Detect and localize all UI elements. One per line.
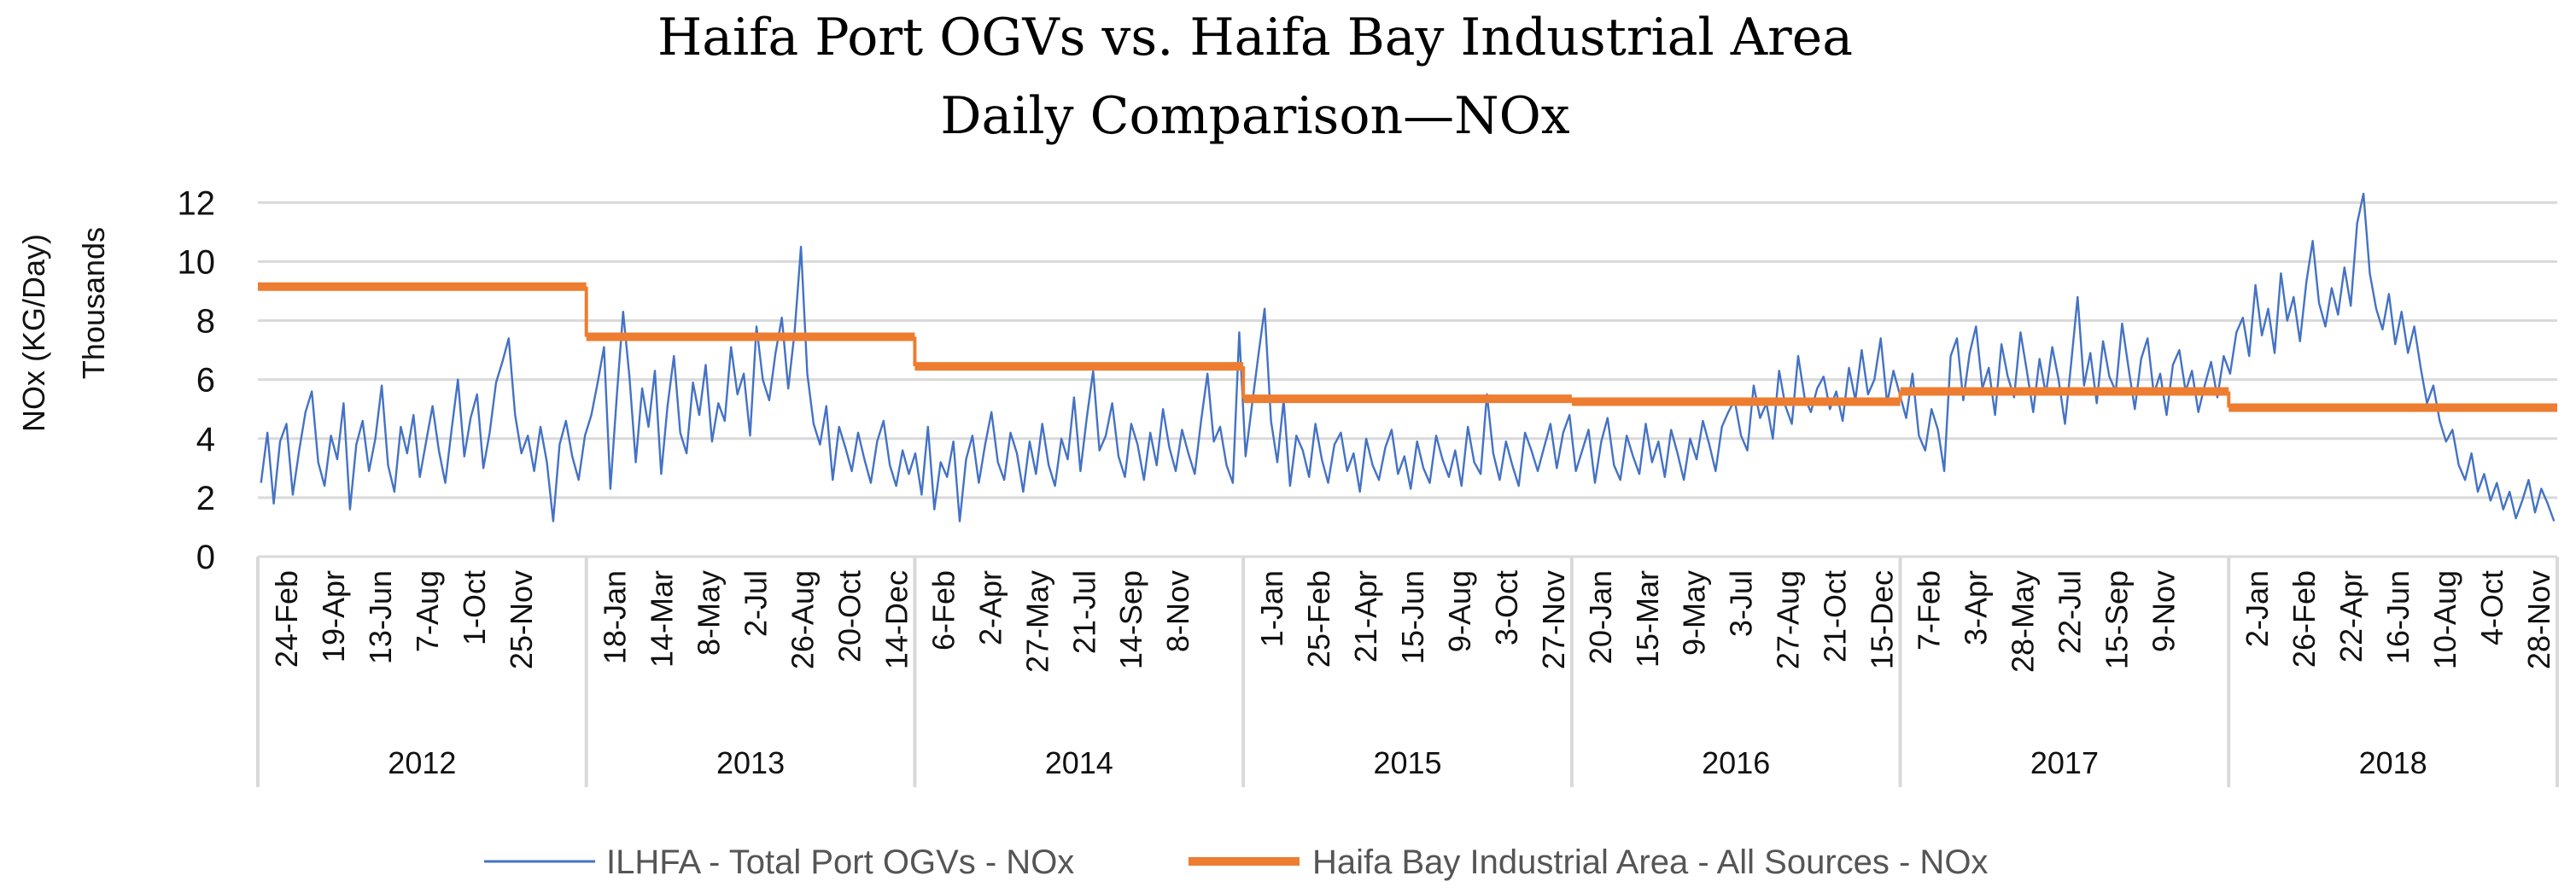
x-date-tick-label: 8-Nov [1160,570,1195,652]
x-date-tick-label: 3-Jul [1724,570,1759,637]
x-date-tick-label: 26-Aug [786,570,821,669]
x-date-tick-label: 1-Jan [1254,570,1289,647]
x-date-tick-label: 22-Jul [2052,570,2087,654]
x-date-tick-label: 18-Jan [598,570,633,664]
x-date-tick-label: 21-Jul [1066,570,1101,654]
y-tick-label: 12 [178,184,216,222]
x-date-tick-label: 19-Apr [316,570,351,662]
x-date-tick-label: 2-Apr [973,570,1008,645]
x-date-tick-label: 16-Jun [2380,570,2415,664]
x-axis [256,555,2559,787]
x-date-tick-label: 21-Oct [1818,570,1853,662]
x-year-label: 2014 [1045,745,1113,780]
x-date-tick-label: 22-Apr [2334,570,2369,662]
x-date-tick-label: 25-Nov [504,570,539,669]
x-year-labels: 2012 2013 2014 2015 2016 2017 2018 [388,745,2427,780]
x-date-tick-labels: 24-Feb 19-Apr 13-Jun 7-Aug 1-Oct 25-Nov 18-Jan… [269,570,2556,673]
x-date-tick-label: 7-Feb [1912,570,1947,651]
x-date-tick-label: 1-Oct [457,570,492,645]
x-year-label: 2018 [2359,745,2427,780]
legend-label-port-ogvs: ILHFA - Total Port OGVs - NOx [606,843,1074,881]
x-date-tick-label: 28-Nov [2521,570,2556,669]
x-year-label: 2015 [1373,745,1441,780]
x-date-tick-label: 15-Sep [2099,570,2134,669]
x-date-tick-label: 15-Dec [1865,570,1900,669]
x-date-tick-label: 26-Feb [2287,570,2322,668]
legend: ILHFA - Total Port OGVs - NOx Haifa Bay … [484,843,1988,881]
x-date-tick-label: 14-Sep [1113,570,1148,669]
y-tick-label: 0 [196,539,215,576]
x-date-tick-label: 20-Oct [832,570,867,662]
x-date-tick-label: 14-Mar [645,570,680,668]
x-date-tick-label: 27-Nov [1536,570,1571,669]
x-date-tick-label: 24-Feb [269,570,304,668]
x-year-label: 2017 [2030,745,2099,780]
legend-label-industrial-area: Haifa Bay Industrial Area - All Sources … [1312,843,1988,881]
x-date-tick-label: 28-May [2005,570,2040,673]
x-date-tick-label: 15-Mar [1630,570,1665,668]
y-tick-label: 10 [178,243,216,281]
x-date-tick-label: 9-Nov [2146,570,2181,652]
y-tick-labels: 0 2 4 6 8 10 12 [178,184,216,576]
series-lines [258,192,2557,522]
chart-subtitle: Daily Comparison—NOx [940,86,1569,146]
x-date-tick-label: 7-Aug [410,570,445,652]
x-date-tick-label: 25-Feb [1301,570,1336,668]
chart-title: Haifa Port OGVs vs. Haifa Bay Industrial… [657,8,1853,67]
x-date-tick-label: 10-Aug [2427,570,2462,669]
x-date-tick-label: 4-Oct [2474,570,2509,645]
x-date-tick-label: 3-Apr [1958,570,1993,645]
x-date-tick-label: 9-May [1677,570,1712,656]
x-date-tick-label: 6-Feb [926,570,961,651]
y-tick-label: 4 [196,421,215,458]
x-date-tick-label: 2-Jan [2240,570,2275,647]
x-date-tick-label: 14-Dec [879,570,914,669]
x-date-tick-label: 20-Jan [1583,570,1618,664]
y-tick-label: 8 [196,303,215,341]
y-tick-label: 2 [196,480,215,517]
x-date-tick-label: 27-Aug [1771,570,1806,669]
x-date-tick-label: 13-Jun [363,570,398,664]
y-axis-label: NOx (KG/Day) [16,234,51,432]
x-date-tick-label: 2-Jul [739,570,774,637]
x-date-tick-label: 21-Apr [1348,570,1383,662]
x-date-tick-label: 15-Jun [1395,570,1430,664]
x-year-label: 2013 [716,745,785,780]
y-tick-label: 6 [196,362,215,400]
series-port-ogvs-line [260,192,2556,522]
x-year-label: 2016 [1702,745,1770,780]
x-date-tick-label: 9-Aug [1442,570,1477,652]
x-date-tick-label: 8-May [692,570,727,656]
y-axis-units-label: Thousands [76,227,111,379]
x-date-tick-label: 27-May [1019,570,1054,673]
gridlines [258,201,2557,499]
x-year-label: 2012 [388,745,456,780]
x-date-tick-label: 3-Oct [1489,570,1524,645]
